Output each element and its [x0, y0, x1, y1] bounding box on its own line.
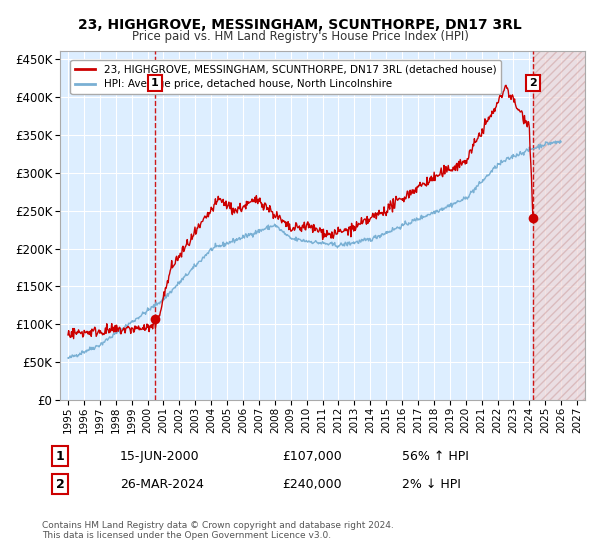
Text: 2% ↓ HPI: 2% ↓ HPI: [402, 478, 461, 491]
Text: 56% ↑ HPI: 56% ↑ HPI: [402, 450, 469, 463]
Text: £240,000: £240,000: [282, 478, 341, 491]
Legend: 23, HIGHGROVE, MESSINGHAM, SCUNTHORPE, DN17 3RL (detached house), HPI: Average p: 23, HIGHGROVE, MESSINGHAM, SCUNTHORPE, D…: [70, 60, 500, 94]
Text: 2: 2: [56, 478, 64, 491]
Text: Price paid vs. HM Land Registry's House Price Index (HPI): Price paid vs. HM Land Registry's House …: [131, 30, 469, 43]
Text: £107,000: £107,000: [282, 450, 342, 463]
Text: 1: 1: [151, 78, 159, 88]
Text: 1: 1: [56, 450, 64, 463]
Text: 26-MAR-2024: 26-MAR-2024: [120, 478, 204, 491]
Text: Contains HM Land Registry data © Crown copyright and database right 2024.
This d: Contains HM Land Registry data © Crown c…: [42, 521, 394, 540]
Text: 2: 2: [529, 78, 537, 88]
Text: 15-JUN-2000: 15-JUN-2000: [120, 450, 200, 463]
Text: 23, HIGHGROVE, MESSINGHAM, SCUNTHORPE, DN17 3RL: 23, HIGHGROVE, MESSINGHAM, SCUNTHORPE, D…: [78, 18, 522, 32]
